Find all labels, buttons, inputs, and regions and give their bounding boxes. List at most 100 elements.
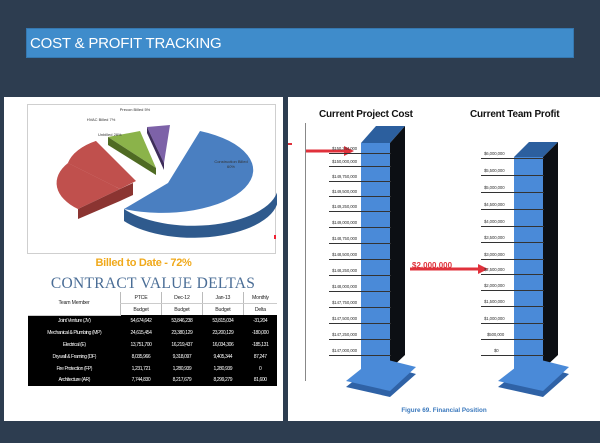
profit-tick: $1,500,000 xyxy=(484,299,505,304)
cost-tick: $147,250,000 xyxy=(332,332,358,337)
col-jan13-sub: Budget xyxy=(201,303,244,315)
profit-tick: $3,000,000 xyxy=(484,252,505,257)
profit-tick: $500,000 xyxy=(487,332,505,337)
profit-tick-line xyxy=(481,209,544,210)
red-marker xyxy=(274,235,276,239)
cost-tick: $148,000,000 xyxy=(332,284,358,289)
cost-tick-line xyxy=(329,291,391,292)
table-row: Electrical (E) 13,751,700 16,219,437 16,… xyxy=(28,339,277,351)
cell: 1,280,939 xyxy=(172,365,192,372)
profit-arrow-label: $2,000,000 xyxy=(412,261,453,270)
cell: 1,280,939 xyxy=(213,365,233,372)
cell: 9,405,344 xyxy=(213,353,233,360)
pie-chart: Unbilled 28% HVAC Billed 7% Precon Bille… xyxy=(27,104,279,254)
cost-tick-line xyxy=(329,339,391,340)
cell: 81,600 xyxy=(253,377,267,384)
cell: 53,846,238 xyxy=(171,318,193,325)
col-monthly-sub: Delta xyxy=(242,303,277,315)
profit-tick-line xyxy=(481,175,544,176)
cell: 8,217,679 xyxy=(172,377,192,384)
cost-tick-line xyxy=(329,259,391,260)
profit-tick-line xyxy=(481,355,544,356)
project-cost-title: Current Project Cost xyxy=(319,109,413,120)
cost-tick: $147,500,000 xyxy=(332,316,358,321)
profit-tick-line xyxy=(481,242,544,243)
team-member: Joint Venture (JV) xyxy=(57,318,91,325)
contract-value-deltas-title: CONTRACT VALUE DELTAS xyxy=(50,275,256,292)
team-member: Fire Protection (FP) xyxy=(56,365,93,372)
figure-caption: Figure 69. Financial Position xyxy=(401,407,487,414)
profit-tick: $3,500,000 xyxy=(484,235,505,240)
cell: -31,204 xyxy=(253,318,268,325)
team-profit-title: Current Team Profit xyxy=(470,109,560,120)
cost-tick-line xyxy=(329,243,391,244)
cost-tick: $150,244,000 xyxy=(332,146,358,151)
col-jan13: Jan-13 xyxy=(201,292,244,304)
profit-tick: $4,000,000 xyxy=(484,219,505,224)
cost-tick-line xyxy=(329,166,391,167)
cost-tick: $149,750,000 xyxy=(332,174,358,179)
page-title: COST & PROFIT TRACKING xyxy=(26,28,574,58)
cost-tick-line xyxy=(329,323,391,324)
profit-tick-line xyxy=(481,323,544,324)
cost-tick: $150,000,000 xyxy=(332,159,358,164)
pie-label-precon: Precon Billed 5% xyxy=(119,107,151,112)
team-member: Mechanical & Plumbing (MP) xyxy=(47,330,102,337)
cell: 16,034,306 xyxy=(212,341,234,348)
cost-tick: $147,750,000 xyxy=(332,300,358,305)
table-row: Architecture (AR) 7,744,830 8,217,679 8,… xyxy=(28,374,277,386)
col-ptce-sub: Budget xyxy=(120,303,162,315)
cell: 1,231,721 xyxy=(131,365,151,372)
cell: -185,131 xyxy=(251,341,269,348)
profit-tick-line xyxy=(481,274,544,275)
cell: 9,318,097 xyxy=(172,353,192,360)
cell: 8,035,966 xyxy=(131,353,151,360)
pie-label-hvac: HVAC Billed 7% xyxy=(86,117,116,122)
col-dec12: Dec-12 xyxy=(160,292,203,304)
cell: 16,219,437 xyxy=(171,341,193,348)
cell: 0 xyxy=(258,365,262,372)
profit-tick-line xyxy=(481,259,544,260)
profit-tick: $6,000,000 xyxy=(484,151,505,156)
profit-tick: $2,000,000 xyxy=(484,283,505,288)
cell: 87,247 xyxy=(253,353,267,360)
cost-tick: $147,000,000 xyxy=(332,348,358,353)
billing-panel: Unbilled 28% HVAC Billed 7% Precon Bille… xyxy=(4,97,283,421)
profit-tick-line xyxy=(481,226,544,227)
cell: 23,200,129 xyxy=(212,330,234,337)
cost-tick-line xyxy=(329,227,391,228)
profit-tick: $5,500,000 xyxy=(484,168,505,173)
cell: 7,744,830 xyxy=(131,377,151,384)
cost-tick-line xyxy=(329,196,391,197)
cost-tick: $149,250,000 xyxy=(332,204,358,209)
profit-tick-line xyxy=(481,158,544,159)
contract-value-table: Team Member PTCE Dec-12 Jan-13 Monthly B… xyxy=(28,292,277,387)
team-member: Architecture (AR) xyxy=(58,377,91,384)
table-row: Joint Venture (JV) 54,674,642 53,846,238… xyxy=(28,315,277,327)
pie-label-construction: Construction Billed 60% xyxy=(214,159,248,169)
col-monthly: Monthly xyxy=(242,292,277,304)
cost-tick: $148,500,000 xyxy=(332,252,358,257)
cell: 23,380,129 xyxy=(171,330,193,337)
cost-tick-line xyxy=(329,211,391,212)
team-member: Electrical (E) xyxy=(62,341,86,348)
cost-tick: $148,250,000 xyxy=(332,268,358,273)
cell: 53,815,034 xyxy=(212,318,234,325)
pie-chart-graphic xyxy=(56,125,279,238)
profit-tick-line xyxy=(481,192,544,193)
cost-tick-line xyxy=(329,181,391,182)
table-row: Drywall & Framing (DF) 8,035,966 9,318,0… xyxy=(28,351,277,363)
profit-tick: $5,000,000 xyxy=(484,185,505,190)
cost-axis-line xyxy=(305,123,306,381)
table-row: Mechanical & Plumbing (MP) 24,615,454 23… xyxy=(28,327,277,339)
cost-tick: $148,750,000 xyxy=(332,236,358,241)
cost-tick-line xyxy=(329,307,391,308)
col-ptce: PTCE xyxy=(120,292,162,304)
cost-tick-line xyxy=(329,153,391,154)
cell: 13,751,700 xyxy=(130,341,152,348)
profit-tick-line xyxy=(481,306,544,307)
cost-tick-line xyxy=(329,355,391,356)
profit-tick: $0 xyxy=(494,348,499,353)
pie-label-unbilled: Unbilled 28% xyxy=(98,132,122,137)
cell: 54,674,642 xyxy=(130,318,152,325)
